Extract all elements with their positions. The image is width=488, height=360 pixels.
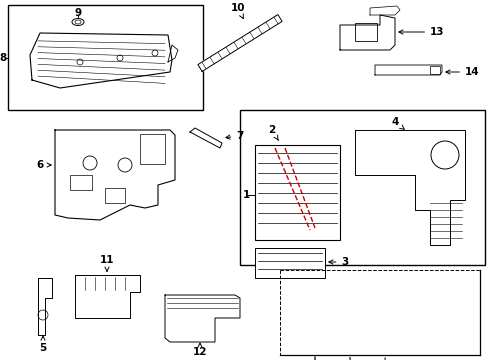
- Polygon shape: [164, 295, 240, 342]
- Polygon shape: [55, 130, 175, 220]
- Text: 5: 5: [40, 336, 46, 353]
- Bar: [105, 188, 125, 203]
- Text: 3: 3: [328, 257, 348, 267]
- Bar: [429, 66, 439, 74]
- Text: 12: 12: [192, 343, 207, 357]
- Bar: [254, 248, 325, 278]
- Circle shape: [83, 156, 97, 170]
- Circle shape: [118, 158, 132, 172]
- Bar: [140, 134, 164, 164]
- Polygon shape: [168, 45, 178, 62]
- Text: 11: 11: [100, 255, 114, 271]
- Text: 9: 9: [74, 8, 81, 18]
- Polygon shape: [354, 130, 464, 245]
- Polygon shape: [198, 15, 282, 71]
- Polygon shape: [339, 15, 394, 50]
- Circle shape: [430, 141, 458, 169]
- Polygon shape: [190, 128, 222, 148]
- Bar: [8, 5, 203, 110]
- Bar: [240, 110, 484, 265]
- Text: 7: 7: [225, 131, 243, 141]
- Text: 4: 4: [390, 117, 404, 129]
- Text: 10: 10: [230, 3, 245, 19]
- Bar: [354, 23, 376, 41]
- Text: 8: 8: [0, 53, 7, 63]
- Polygon shape: [369, 6, 399, 15]
- Text: 1: 1: [242, 190, 249, 200]
- Polygon shape: [374, 65, 441, 75]
- Text: 2: 2: [268, 125, 278, 140]
- Text: 6: 6: [36, 160, 51, 170]
- Ellipse shape: [72, 18, 84, 26]
- Polygon shape: [30, 33, 172, 88]
- Text: 13: 13: [398, 27, 444, 37]
- Text: 14: 14: [445, 67, 479, 77]
- Polygon shape: [38, 278, 52, 335]
- Polygon shape: [75, 275, 140, 318]
- Bar: [70, 175, 92, 190]
- Bar: [254, 145, 339, 240]
